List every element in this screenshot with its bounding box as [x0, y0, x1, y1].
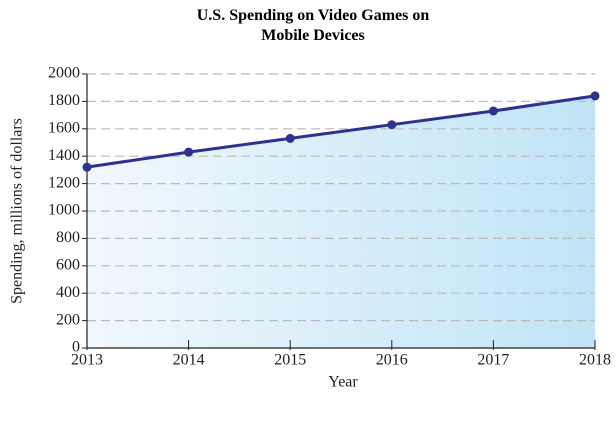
x-tick-label: 2016 — [376, 352, 408, 369]
y-tick-label: 1600 — [48, 119, 80, 136]
area — [87, 95, 595, 348]
point — [488, 106, 498, 116]
y-tick-label: 200 — [56, 311, 80, 328]
y-axis-label: Spending, millions of dollars — [9, 118, 26, 304]
y-tick-label: 1400 — [48, 147, 80, 164]
x-axis-label: Year — [328, 374, 358, 391]
y-tick-label: 2000 — [48, 65, 80, 82]
y-tick-label: 600 — [56, 256, 80, 273]
x-tick-label: 2017 — [477, 352, 509, 369]
y-tick-label: 400 — [56, 284, 80, 301]
x-tick-label: 2018 — [579, 352, 611, 369]
x-tick-label: 2013 — [71, 352, 103, 369]
y-tick-label: 0 — [72, 339, 80, 356]
y-tick-label: 800 — [56, 229, 80, 246]
y-tick-label: 1800 — [48, 92, 80, 109]
point — [82, 162, 92, 172]
y-tick-label: 1000 — [48, 202, 80, 219]
y-tick-label: 1200 — [48, 174, 80, 191]
point — [590, 91, 600, 101]
point — [184, 147, 194, 157]
x-tick-label: 2014 — [173, 352, 205, 369]
x-tick-label: 2015 — [274, 352, 306, 369]
point — [285, 133, 295, 143]
line — [86, 94, 596, 169]
chart-title: U.S. Spending on Video Games on Mobile D… — [196, 7, 430, 44]
point — [387, 120, 397, 130]
